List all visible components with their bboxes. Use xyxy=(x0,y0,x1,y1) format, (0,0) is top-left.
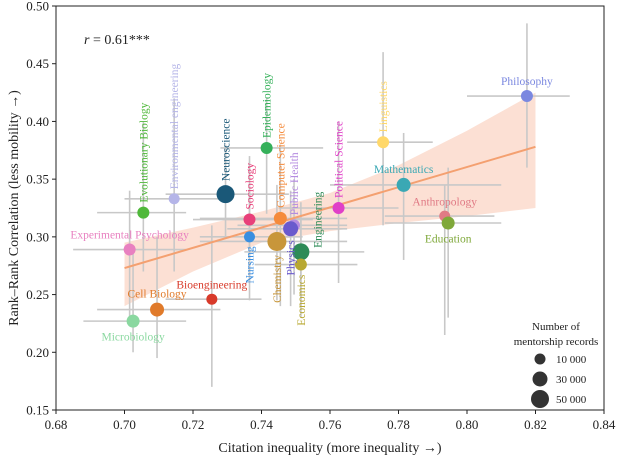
y-tick-label: 0.40 xyxy=(26,114,49,129)
x-tick-label: 0.84 xyxy=(593,417,616,432)
y-tick-label: 0.25 xyxy=(26,287,49,302)
legend-title-line2: mentorship records xyxy=(514,336,599,348)
label-cell-biology: Cell Biology xyxy=(127,289,186,301)
point-engineering xyxy=(292,243,310,261)
point-chemistry xyxy=(267,231,287,251)
point-bioengineering xyxy=(206,293,218,305)
label-anthropology: Anthropology xyxy=(412,197,477,209)
legend-marker-2 xyxy=(532,371,548,387)
label-linguistics: Linguistics xyxy=(378,81,390,133)
label-chemistry: Chemistry xyxy=(272,255,284,303)
y-tick-label: 0.35 xyxy=(26,172,49,187)
y-tick-label: 0.15 xyxy=(26,403,49,418)
confidence-band-layer xyxy=(124,92,536,307)
correlation-annotation: r = 0.61*** xyxy=(84,33,150,48)
label-neuroscience: Neuroscience xyxy=(221,119,233,182)
label-engineering: Engineering xyxy=(312,191,324,247)
axes-layer: 0.68 0.70 0.72 0.74 0.76 0.78 0.80 0.82 0.84 0.15… xyxy=(26,0,616,432)
significance-stars: *** xyxy=(129,33,150,48)
label-microbiology: Microbiology xyxy=(101,332,164,344)
x-tick-label: 0.74 xyxy=(250,417,273,432)
y-tick-label: 0.20 xyxy=(26,345,49,360)
x-tick-label: 0.80 xyxy=(456,417,479,432)
x-axis-label: Citation inequality (more inequality →) xyxy=(218,441,442,456)
point-political-science xyxy=(332,202,345,214)
legend-marker-3 xyxy=(531,390,549,408)
confidence-band xyxy=(124,92,536,307)
y-tick-label: 0.30 xyxy=(26,229,49,244)
point-sociology xyxy=(243,213,256,226)
label-sociology: Sociology xyxy=(245,163,257,210)
trend-line xyxy=(124,145,536,269)
x-tick-label: 0.78 xyxy=(387,417,410,432)
legend-label-2: 30 000 xyxy=(556,374,587,386)
point-labels-layer: Philosophy Linguistics Mathematics Anthropo… xyxy=(70,64,553,344)
points-layer xyxy=(123,90,533,328)
label-environmental-engineering: Environmental engineering xyxy=(169,64,181,190)
label-evolutionary-biology: Evolutionary Biology xyxy=(138,102,150,202)
label-public-health: Public Health xyxy=(289,152,301,215)
legend-marker-1 xyxy=(534,353,546,365)
x-tick-label: 0.82 xyxy=(524,417,547,432)
point-philosophy xyxy=(520,90,533,103)
x-tick-label: 0.68 xyxy=(45,417,68,432)
y-tick-label: 0.50 xyxy=(26,0,49,14)
trend-line-layer xyxy=(124,145,536,269)
label-computer-science: Computer Science xyxy=(275,123,287,208)
x-tick-label: 0.72 xyxy=(182,417,205,432)
point-epidemiology xyxy=(260,141,273,154)
point-physics xyxy=(283,221,299,237)
legend-label-3: 50 000 xyxy=(556,394,587,406)
point-cell-biology xyxy=(150,302,165,317)
point-economics xyxy=(294,258,307,271)
y-tick-label: 0.45 xyxy=(26,56,49,71)
point-linguistics xyxy=(377,136,390,149)
point-education xyxy=(441,216,455,230)
label-economics: Economics xyxy=(296,274,308,326)
label-education: Education xyxy=(425,234,472,246)
label-nursing: Nursing xyxy=(245,246,257,283)
y-axis-label: Rank–Rank Correlation (less mobility →) xyxy=(7,90,22,326)
point-experimental-psychology xyxy=(123,243,136,256)
point-environmental-engineering xyxy=(168,193,180,205)
point-mathematics xyxy=(396,177,411,192)
label-mathematics: Mathematics xyxy=(374,164,434,176)
point-nursing xyxy=(244,231,256,243)
label-experimental-psychology: Experimental Psychology xyxy=(70,230,189,242)
label-bioengineering: Bioengineering xyxy=(176,280,247,292)
legend-title-line1: Number of xyxy=(532,321,580,333)
point-computer-science xyxy=(273,211,287,225)
label-political-science: Political Science xyxy=(334,121,346,198)
x-tick-label: 0.76 xyxy=(319,417,342,432)
x-tick-label: 0.70 xyxy=(113,417,136,432)
point-neuroscience xyxy=(216,185,235,204)
size-legend: Number of mentorship records 10 000 30 00… xyxy=(514,321,599,408)
label-physics: Physics xyxy=(286,240,298,276)
legend-label-1: 10 000 xyxy=(556,354,587,366)
point-microbiology xyxy=(126,314,140,328)
label-philosophy: Philosophy xyxy=(501,76,553,88)
point-evolutionary-biology xyxy=(137,206,150,219)
correlation-value: 0.61 xyxy=(104,33,129,48)
label-epidemiology: Epidemiology xyxy=(262,73,274,138)
